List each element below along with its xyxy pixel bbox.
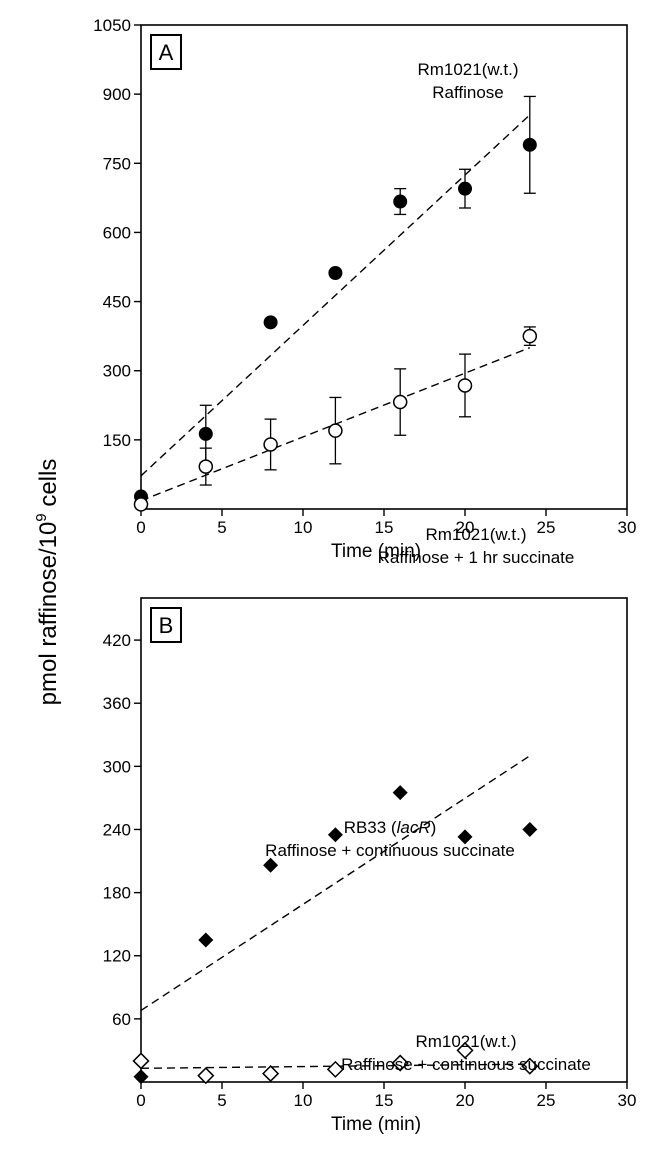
y-tick-label: 600 (103, 223, 131, 242)
data-point (327, 827, 343, 843)
data-point (198, 932, 214, 948)
series-label-line1: Rm1021(w.t.) (425, 525, 526, 544)
data-point (326, 1060, 344, 1078)
panel-b: 0 5 10 15 20 25 30 60 120 180 240 300 360 420 Time (mi… (103, 597, 637, 1135)
series-label-line1: RB33 (lacR) (344, 818, 437, 837)
y-axis-title: pmol raffinose/109 cells (33, 459, 62, 706)
x-tick-label: 15 (375, 518, 394, 537)
data-point (393, 194, 408, 209)
y-tick-label: 300 (103, 757, 131, 776)
data-point (522, 328, 538, 344)
data-point (391, 1054, 409, 1072)
x-tick-label: 20 (456, 1091, 475, 1110)
x-tick-label: 30 (618, 1091, 637, 1110)
data-point (392, 785, 408, 801)
data-point (198, 426, 213, 441)
data-point (522, 137, 537, 152)
data-point (133, 1069, 149, 1085)
y-tick-label: 360 (103, 694, 131, 713)
x-tick-label: 5 (217, 518, 226, 537)
data-point (521, 1057, 539, 1075)
data-point (132, 1052, 150, 1070)
series-label-line1: Rm1021(w.t.) (415, 1032, 516, 1051)
y-tick-label: 750 (103, 154, 131, 173)
fit-line (140, 755, 531, 1012)
data-point (133, 497, 149, 512)
data-point (328, 265, 343, 280)
series-label-line2: Raffinose + continuous succinate (341, 1055, 591, 1074)
series-label-line2: Raffinose + 1 hr succinate (378, 548, 575, 567)
data-point (262, 1065, 280, 1083)
y-tick-label: 150 (103, 431, 131, 450)
y-tick-label: 450 (103, 293, 131, 312)
x-tick-label: 10 (294, 1091, 313, 1110)
y-tick-label: 900 (103, 85, 131, 104)
y-tick-label: 420 (103, 631, 131, 650)
series-label-line2: Raffinose + continuous succinate (265, 841, 515, 860)
data-point (263, 437, 278, 452)
data-point (198, 459, 214, 474)
data-point (522, 821, 538, 837)
panel-label: B (159, 613, 174, 638)
x-tick-label: 5 (217, 1091, 226, 1110)
y-tick-label: 180 (103, 884, 131, 903)
x-tick-label: 0 (136, 1091, 145, 1110)
panel-label: A (159, 40, 174, 65)
data-point (392, 394, 408, 410)
series-label-line2: Raffinose (432, 83, 504, 102)
data-point (457, 829, 473, 845)
panel-label-box (150, 607, 182, 643)
data-point (328, 423, 343, 438)
panel-label-box (150, 34, 182, 70)
y-tick-label: 60 (112, 1010, 131, 1029)
x-tick-label: 0 (136, 518, 145, 537)
plot-frame (140, 24, 628, 510)
data-point (197, 1067, 215, 1085)
y-tick-label: 1050 (93, 16, 131, 35)
x-axis-title: Time (min) (331, 1114, 421, 1135)
data-point (456, 1041, 474, 1059)
data-point (263, 857, 279, 873)
y-tick-label: 240 (103, 820, 131, 839)
plot-frame (140, 597, 628, 1083)
x-tick-label: 30 (618, 518, 637, 537)
x-tick-label: 10 (294, 518, 313, 537)
x-tick-label: 15 (375, 1091, 394, 1110)
y-tick-label: 300 (103, 362, 131, 381)
x-tick-label: 20 (456, 518, 475, 537)
panel-a: 0 5 10 15 20 25 30 150 300 450 600 750 900 1050 Time (… (93, 16, 636, 567)
y-tick-label: 120 (103, 947, 131, 966)
data-point (263, 315, 278, 330)
data-point (458, 181, 472, 196)
x-axis-title: Time (min) (331, 541, 421, 562)
x-tick-label: 25 (537, 1091, 556, 1110)
x-tick-label: 25 (537, 518, 556, 537)
series-label-line1: Rm1021(w.t.) (417, 60, 518, 79)
data-point (457, 378, 473, 393)
